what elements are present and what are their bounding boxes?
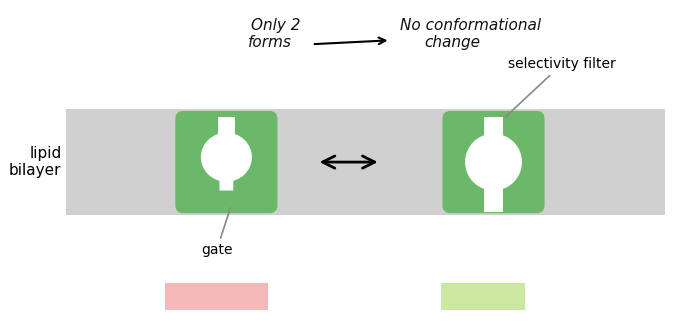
- FancyBboxPatch shape: [217, 117, 235, 136]
- Text: CLOSED: CLOSED: [182, 289, 250, 304]
- Text: forms: forms: [248, 36, 292, 50]
- FancyBboxPatch shape: [442, 283, 525, 310]
- FancyBboxPatch shape: [217, 191, 235, 206]
- Text: Only 2: Only 2: [251, 18, 300, 33]
- Text: No conformational: No conformational: [400, 18, 541, 33]
- Text: selectivity filter: selectivity filter: [506, 57, 616, 117]
- Ellipse shape: [465, 133, 522, 191]
- Text: gate: gate: [201, 208, 233, 257]
- Text: OPEN: OPEN: [460, 289, 507, 304]
- FancyBboxPatch shape: [165, 283, 268, 310]
- FancyBboxPatch shape: [484, 117, 504, 138]
- FancyBboxPatch shape: [484, 186, 504, 212]
- Ellipse shape: [201, 132, 252, 182]
- FancyBboxPatch shape: [220, 175, 233, 201]
- Text: lipid
bilayer: lipid bilayer: [9, 146, 61, 178]
- Text: change: change: [425, 36, 481, 50]
- FancyBboxPatch shape: [176, 111, 277, 213]
- FancyBboxPatch shape: [442, 111, 545, 213]
- FancyBboxPatch shape: [67, 109, 665, 215]
